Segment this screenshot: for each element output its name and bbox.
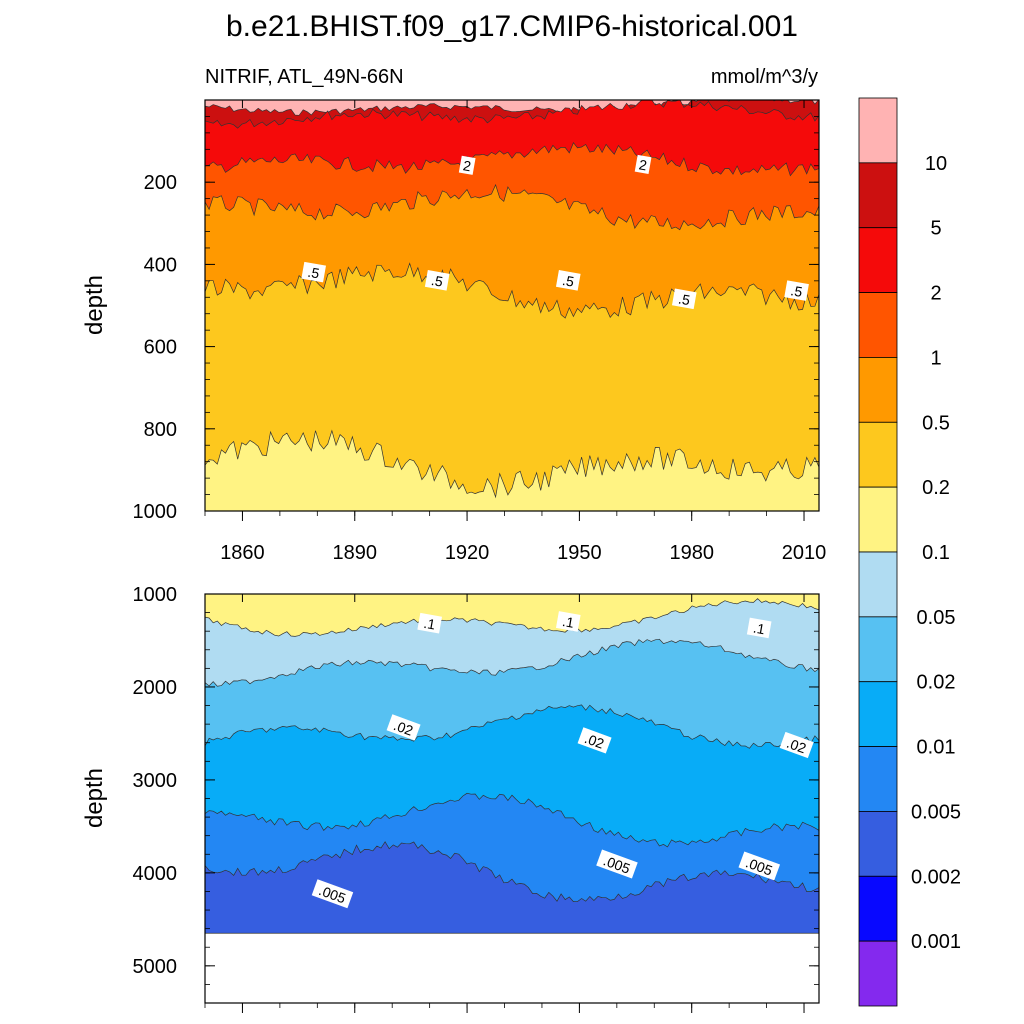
- y-tick-label: 1000: [133, 501, 178, 523]
- variable-region-label: NITRIF, ATL_49N-66N: [205, 66, 404, 88]
- colorbar-label: 0.001: [911, 931, 961, 953]
- svg-text:.5: .5: [789, 282, 803, 300]
- contour-label: .1: [417, 612, 442, 634]
- colorbar-label: 0.1: [922, 542, 950, 564]
- colorbar-swatch: [858, 940, 898, 1007]
- colorbar-swatch: [858, 875, 898, 942]
- y-tick-label: 4000: [133, 863, 178, 885]
- svg-text:.1: .1: [561, 613, 575, 631]
- contour-label: .02: [779, 731, 814, 759]
- x-tick-label: 1920: [445, 542, 490, 564]
- plot-frame: [204, 99, 820, 512]
- colorbar-swatch: [858, 616, 898, 683]
- colorbar-label: 1: [930, 347, 941, 369]
- y-tick-label: 400: [144, 254, 177, 276]
- contour-band: [205, 429, 819, 511]
- contour-label: 2: [458, 155, 476, 175]
- no-data-region: [205, 933, 819, 1003]
- svg-text:.02: .02: [583, 730, 607, 752]
- colorbar-swatch: [858, 811, 898, 877]
- x-tick-label: 1950: [557, 542, 602, 564]
- colorbar-label: 2: [930, 283, 941, 305]
- colorbar-swatch: [858, 551, 898, 618]
- x-tick-label: 2010: [782, 542, 827, 564]
- lower-panel: depth .1.1.1.02.02.02.005.005.0051000200…: [81, 584, 820, 1013]
- colorbar-label: 0.5: [922, 412, 950, 434]
- contour-label: .1: [746, 617, 772, 639]
- contour-label: .5: [784, 280, 809, 301]
- contour-label: .5: [301, 261, 326, 283]
- contour-label: .1: [555, 611, 581, 632]
- colorbar-swatch: [858, 357, 898, 423]
- upper-panel: depth 2 2 .5 .5 .5 .5 .5 200 400 600 800 1000 1860 18…: [81, 99, 827, 564]
- y-tick-label: 5000: [133, 956, 178, 978]
- svg-text:.5: .5: [306, 264, 320, 282]
- x-tick-label: 1860: [220, 542, 265, 564]
- contour-label: .02: [386, 714, 421, 741]
- contour-label: .5: [671, 288, 697, 310]
- svg-text:.1: .1: [422, 615, 436, 633]
- y-tick-label: 3000: [133, 770, 178, 792]
- contour-label: .5: [555, 270, 581, 291]
- y-tick-label: 200: [144, 172, 177, 194]
- x-tick-label: 1980: [669, 542, 714, 564]
- lower-depth-axis-label: depth: [81, 768, 108, 828]
- colorbar-swatch: [858, 162, 898, 229]
- units-label: mmol/m^3/y: [711, 66, 818, 88]
- chart-title: b.e21.BHIST.f09_g17.CMIP6-historical.001: [226, 10, 798, 43]
- contour-label: .005: [738, 851, 781, 881]
- svg-text:.5: .5: [561, 272, 575, 290]
- colorbar-label: 0.005: [911, 801, 961, 823]
- upper-depth-axis-label: depth: [81, 275, 108, 335]
- y-tick-label: 1000: [133, 584, 178, 606]
- colorbar: 10 5 2 1 0.5 0.2 0.1 0.05 0.02 0.01 0.005 0.002 0.00…: [858, 97, 961, 1007]
- contour-label: .02: [577, 727, 612, 754]
- colorbar-swatch: [858, 486, 898, 553]
- colorbar-swatch: [858, 227, 898, 293]
- y-tick-label: 2000: [133, 677, 178, 699]
- colorbar-label: 0.02: [917, 672, 956, 694]
- colorbar-swatch: [858, 681, 898, 747]
- contour-label: .5: [424, 270, 450, 291]
- svg-text:.02: .02: [392, 717, 416, 739]
- y-tick-label: 800: [144, 419, 177, 441]
- colorbar-label: 10: [925, 153, 947, 175]
- svg-text:.1: .1: [752, 620, 766, 638]
- y-tick-label: 600: [144, 337, 177, 359]
- colorbar-label: 0.002: [911, 866, 961, 888]
- svg-text:.02: .02: [785, 735, 809, 757]
- svg-text:2: 2: [638, 156, 649, 173]
- colorbar-swatch: [858, 97, 898, 164]
- colorbar-label: 5: [930, 218, 941, 240]
- colorbar-label: 0.01: [917, 737, 956, 759]
- svg-text:.5: .5: [677, 290, 691, 308]
- contour-band: [205, 262, 819, 511]
- colorbar-swatch: [858, 421, 898, 488]
- colorbar-label: 0.05: [917, 607, 956, 629]
- colorbar-swatch: [858, 746, 898, 812]
- colorbar-swatch: [858, 292, 898, 358]
- colorbar-label: 0.2: [922, 477, 950, 499]
- svg-text:2: 2: [462, 157, 473, 174]
- contour-label: 2: [634, 154, 652, 174]
- svg-text:.5: .5: [430, 272, 444, 290]
- x-tick-label: 1890: [333, 542, 378, 564]
